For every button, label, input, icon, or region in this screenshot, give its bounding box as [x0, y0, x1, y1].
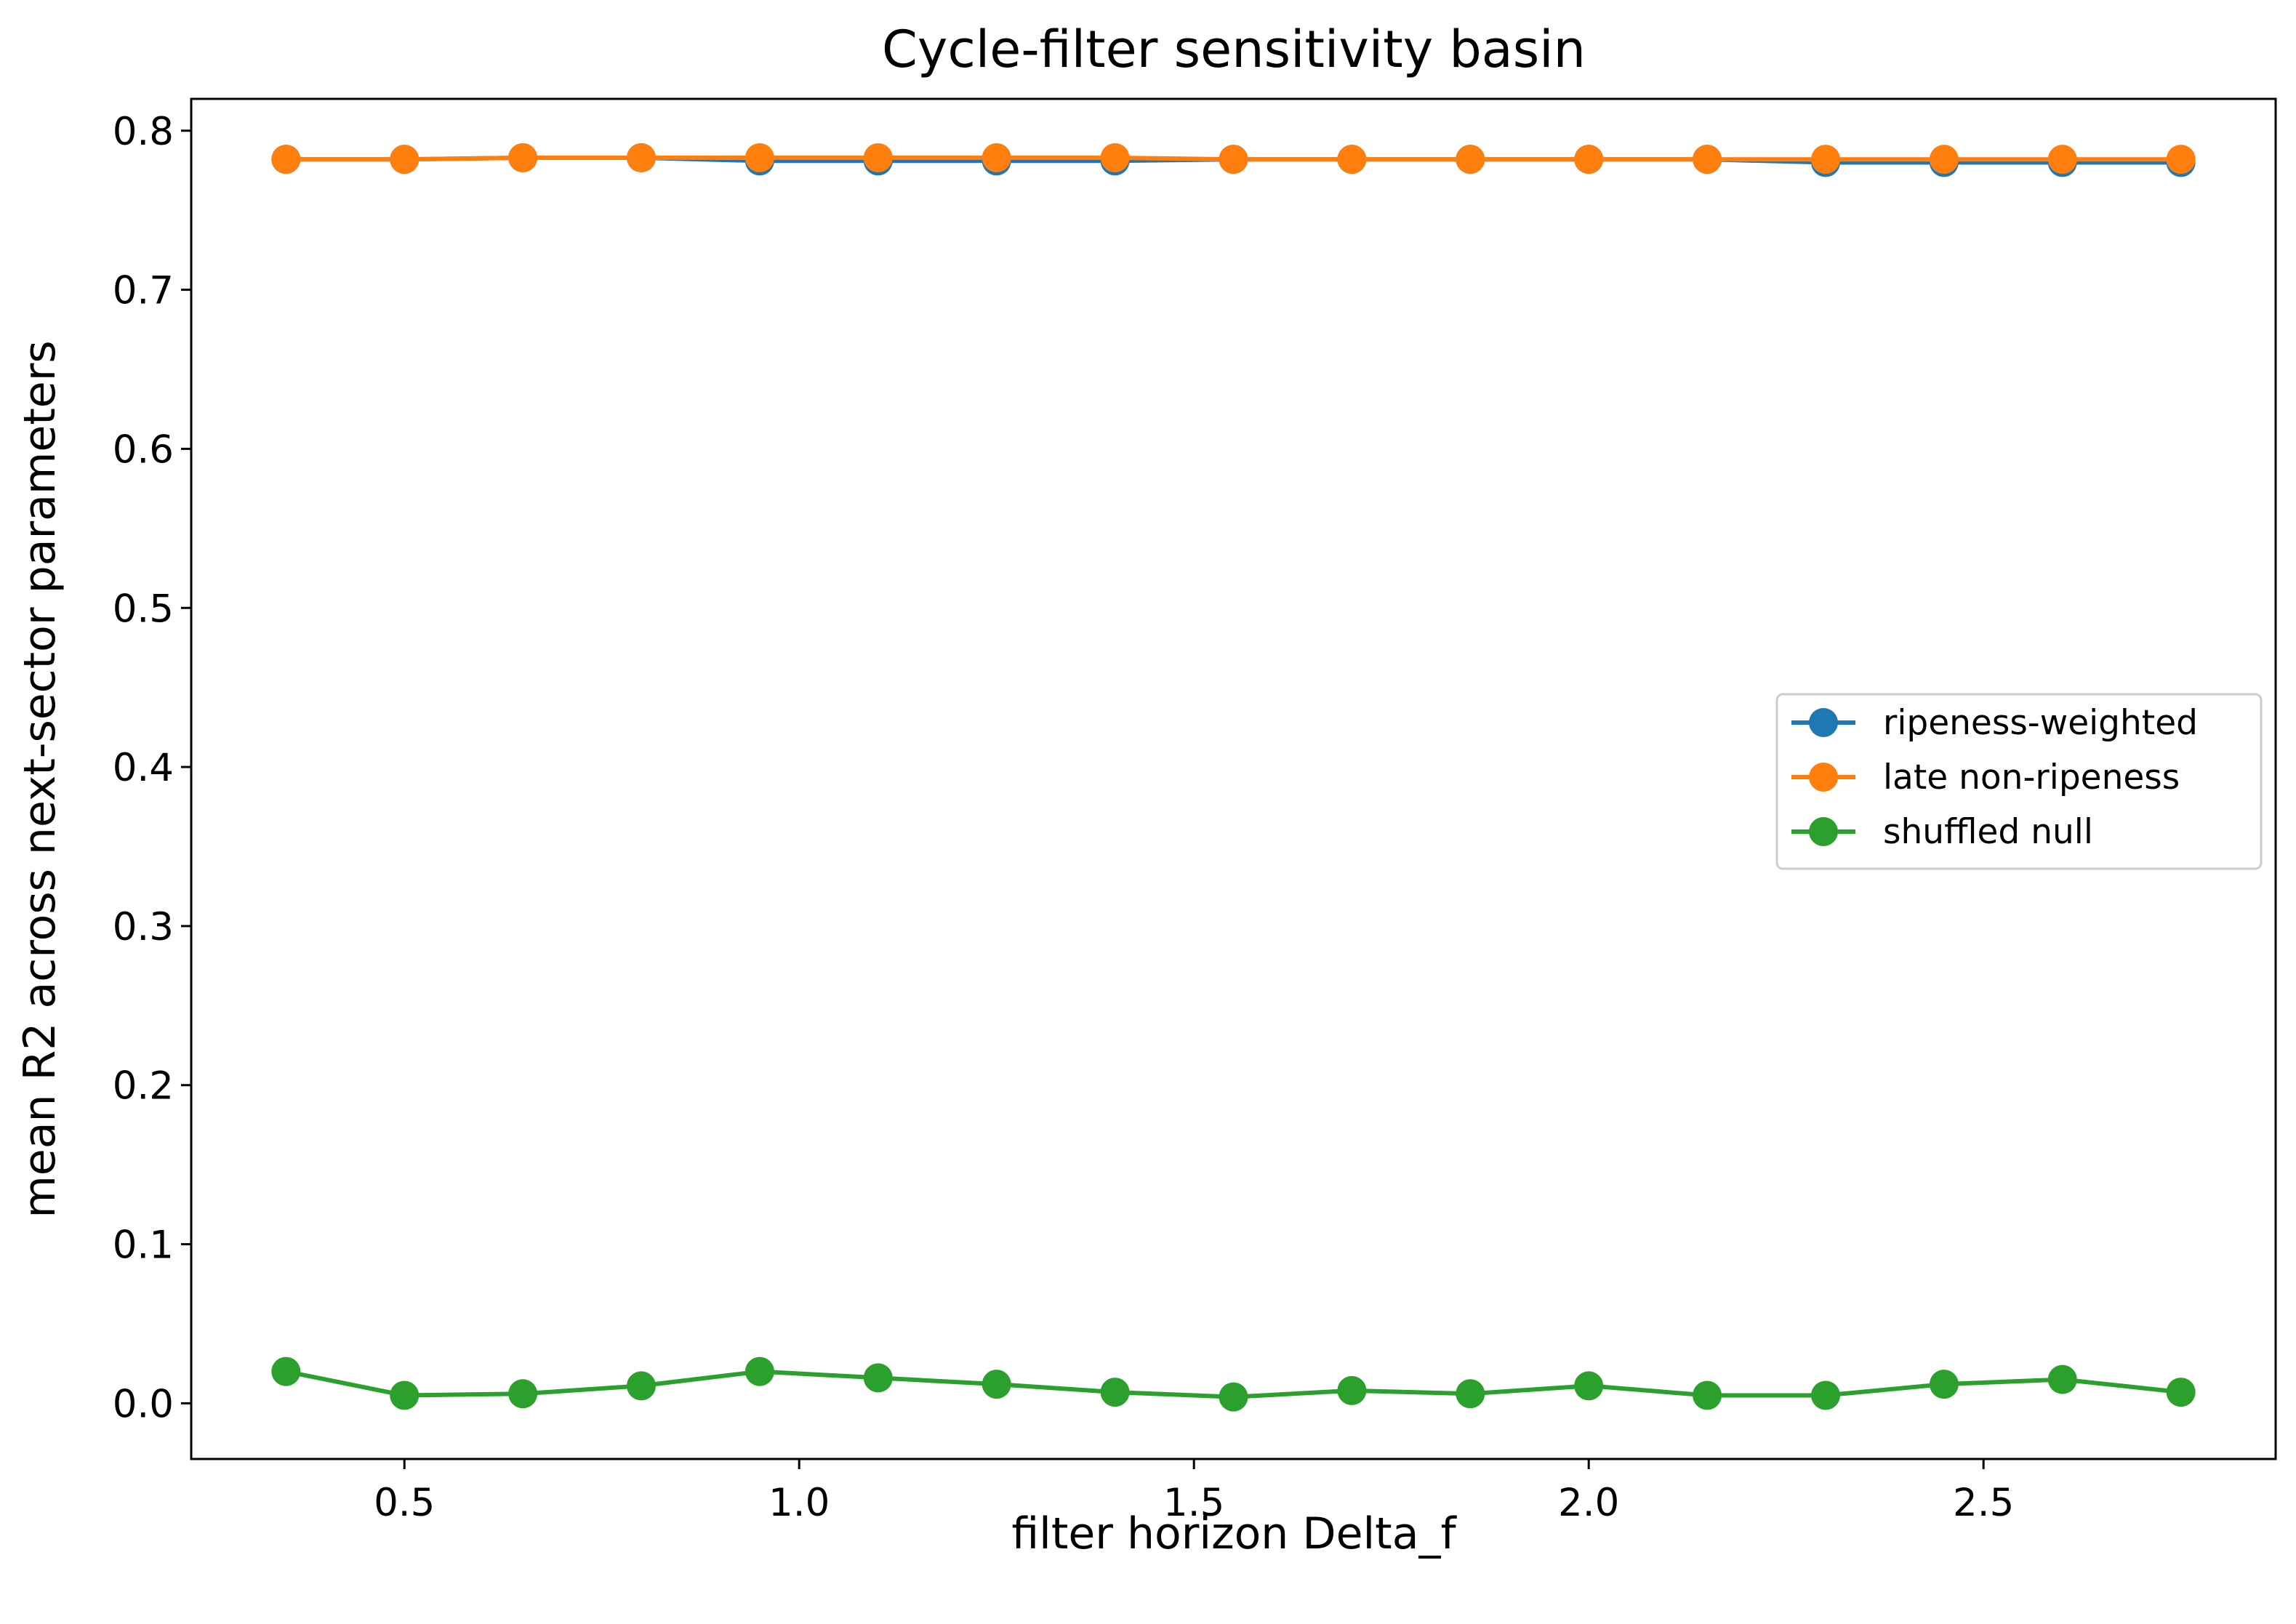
x-tick-label: 2.0: [1558, 1481, 1619, 1525]
data-point: [508, 1379, 538, 1409]
data-point: [1929, 145, 1959, 174]
data-point: [271, 145, 301, 174]
y-axis-label: mean R2 across next-sector parameters: [15, 340, 65, 1218]
data-point: [2166, 1378, 2196, 1407]
x-tick-label: 2.5: [1953, 1481, 2014, 1525]
y-tick-label: 0.8: [113, 110, 174, 154]
data-point: [1456, 1379, 1485, 1409]
legend-item: shuffled null: [1791, 812, 2093, 852]
data-point: [1219, 145, 1248, 174]
data-point: [863, 1363, 893, 1393]
data-point: [1693, 1380, 1722, 1410]
data-point: [2047, 1364, 2077, 1394]
legend-label: ripeness-weighted: [1883, 703, 2198, 743]
y-tick-label: 0.0: [113, 1382, 174, 1426]
legend-marker: [1809, 708, 1838, 737]
chart-title: Cycle-filter sensitivity basin: [882, 20, 1586, 79]
x-tick-label: 0.5: [374, 1481, 435, 1525]
data-point: [627, 142, 657, 172]
x-axis: 0.5 1.0 1.5 2.0 2.5: [374, 1459, 2014, 1525]
legend: ripeness-weighted late non-ripeness shuffl…: [1775, 693, 2263, 870]
data-point: [271, 1356, 301, 1386]
legend-marker: [1809, 763, 1838, 792]
data-point: [982, 1370, 1011, 1399]
plot-frame: [190, 97, 2277, 1460]
data-point: [1810, 1380, 1840, 1410]
series-layer: [271, 142, 2196, 1412]
y-tick-label: 0.3: [113, 905, 174, 949]
data-point: [863, 142, 893, 172]
data-point: [1219, 1382, 1248, 1412]
x-tick-label: 1.0: [768, 1481, 830, 1525]
data-point: [1100, 1378, 1130, 1407]
x-axis-label: filter horizon Delta_f: [1011, 1508, 1457, 1559]
legend-marker: [1809, 817, 1838, 846]
data-point: [390, 145, 420, 174]
data-point: [1929, 1370, 1959, 1399]
y-tick-label: 0.6: [113, 427, 174, 472]
data-point: [1574, 145, 1604, 174]
data-point: [744, 142, 774, 172]
y-axis: 0.0 0.1 0.2 0.3 0.4 0.5 0.6 0.7 0.8: [113, 110, 191, 1426]
data-point: [1456, 145, 1485, 174]
data-point: [1100, 142, 1130, 172]
data-point: [1337, 1375, 1367, 1405]
data-point: [744, 1356, 774, 1386]
y-tick-label: 0.5: [113, 587, 174, 631]
x-tick-label: 1.5: [1163, 1481, 1224, 1525]
y-tick-label: 0.1: [113, 1223, 174, 1268]
data-point: [2047, 145, 2077, 174]
legend-box: [1775, 693, 2263, 870]
legend-label: shuffled null: [1883, 812, 2093, 852]
data-point: [1337, 145, 1367, 174]
series-3: [271, 1356, 2196, 1412]
data-point: [1810, 145, 1840, 174]
y-tick-label: 0.4: [113, 746, 174, 790]
data-point: [2166, 145, 2196, 174]
legend-label: late non-ripeness: [1883, 757, 2180, 797]
legend-item: ripeness-weighted: [1791, 703, 2198, 743]
data-point: [982, 142, 1011, 172]
data-point: [1693, 145, 1722, 174]
data-point: [627, 1371, 657, 1401]
data-point: [508, 142, 538, 172]
y-tick-label: 0.2: [113, 1064, 174, 1109]
legend-item: late non-ripeness: [1791, 757, 2180, 797]
y-tick-label: 0.7: [113, 269, 174, 313]
series-2: [271, 142, 2196, 174]
data-point: [390, 1380, 420, 1410]
data-point: [1574, 1371, 1604, 1401]
